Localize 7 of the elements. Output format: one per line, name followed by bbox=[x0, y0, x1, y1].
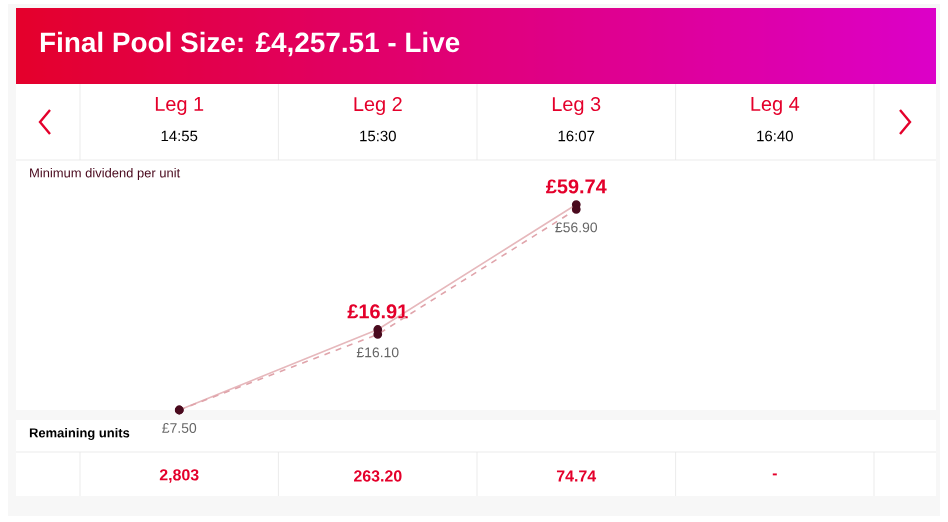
chart-title: Final Pool Size: £4,257.51 - Live bbox=[40, 31, 460, 57]
x-tick-label: Leg 3 bbox=[552, 96, 601, 116]
x-tick-label: Leg 4 bbox=[751, 97, 800, 115]
data-label: £59.74 bbox=[546, 179, 607, 194]
x-tick-label: Leg 2 bbox=[354, 96, 402, 116]
x-tick-label: Leg 1 bbox=[155, 97, 204, 115]
data-label: £16.91 bbox=[347, 304, 408, 319]
